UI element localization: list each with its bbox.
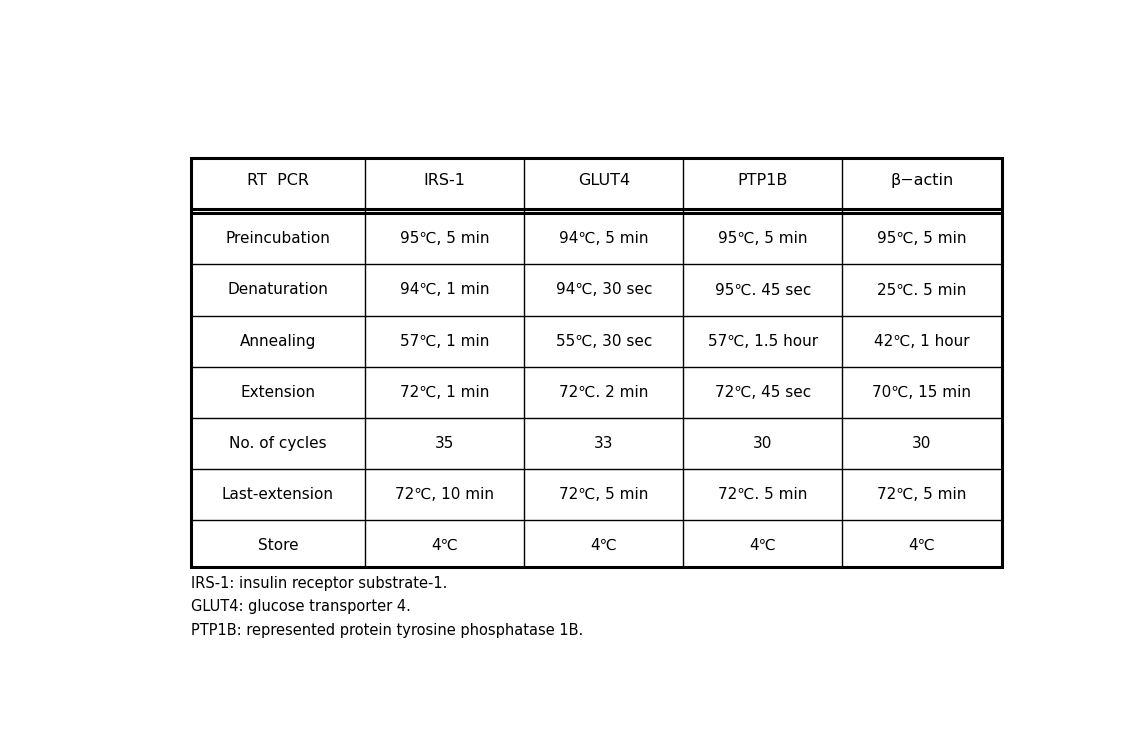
Text: GLUT4: glucose transporter 4.: GLUT4: glucose transporter 4. <box>191 599 411 615</box>
Text: 72℃, 1 min: 72℃, 1 min <box>401 385 489 399</box>
Text: Last-extension: Last-extension <box>222 487 333 502</box>
Text: 95℃, 5 min: 95℃, 5 min <box>399 231 489 246</box>
Text: 33: 33 <box>594 436 613 451</box>
Text: PTP1B: represented protein tyrosine phosphatase 1B.: PTP1B: represented protein tyrosine phos… <box>191 623 583 638</box>
Text: Annealing: Annealing <box>240 334 316 348</box>
Text: RT  PCR: RT PCR <box>247 174 310 188</box>
Text: IRS-1: IRS-1 <box>423 174 465 188</box>
Text: 35: 35 <box>435 436 454 451</box>
Text: 72℃. 5 min: 72℃. 5 min <box>718 487 808 502</box>
Text: 94℃, 1 min: 94℃, 1 min <box>399 282 489 297</box>
Text: 94℃, 30 sec: 94℃, 30 sec <box>555 282 652 297</box>
Text: 95℃, 5 min: 95℃, 5 min <box>718 231 808 246</box>
Text: 95℃. 45 sec: 95℃. 45 sec <box>715 282 811 297</box>
Text: 4℃: 4℃ <box>591 538 617 553</box>
Text: No. of cycles: No. of cycles <box>229 436 327 451</box>
Text: Store: Store <box>257 538 298 553</box>
Text: PTP1B: PTP1B <box>737 174 787 188</box>
Text: 30: 30 <box>753 436 773 451</box>
Text: 94℃, 5 min: 94℃, 5 min <box>559 231 649 246</box>
Text: 30: 30 <box>913 436 932 451</box>
Text: 42℃, 1 hour: 42℃, 1 hour <box>874 334 970 348</box>
Text: 4℃: 4℃ <box>750 538 776 553</box>
Text: 57℃, 1.5 hour: 57℃, 1.5 hour <box>708 334 818 348</box>
Text: 57℃, 1 min: 57℃, 1 min <box>401 334 489 348</box>
Text: GLUT4: GLUT4 <box>578 174 629 188</box>
Text: 4℃: 4℃ <box>431 538 459 553</box>
Text: 72℃, 5 min: 72℃, 5 min <box>877 487 966 502</box>
Text: IRS-1: insulin receptor substrate-1.: IRS-1: insulin receptor substrate-1. <box>191 576 447 590</box>
Text: 72℃, 45 sec: 72℃, 45 sec <box>715 385 811 399</box>
Bar <box>191 157 1003 567</box>
Text: 72℃. 2 min: 72℃. 2 min <box>559 385 649 399</box>
Text: 55℃, 30 sec: 55℃, 30 sec <box>555 334 652 348</box>
Text: 72℃, 10 min: 72℃, 10 min <box>395 487 494 502</box>
Text: 4℃: 4℃ <box>908 538 935 553</box>
Text: 95℃, 5 min: 95℃, 5 min <box>877 231 966 246</box>
Text: 70℃, 15 min: 70℃, 15 min <box>873 385 972 399</box>
Text: β−actin: β−actin <box>890 174 954 188</box>
Text: Extension: Extension <box>240 385 315 399</box>
Text: Preincubation: Preincubation <box>225 231 330 246</box>
Text: Denaturation: Denaturation <box>228 282 329 297</box>
Text: 72℃, 5 min: 72℃, 5 min <box>559 487 649 502</box>
Text: 25℃. 5 min: 25℃. 5 min <box>877 282 966 297</box>
